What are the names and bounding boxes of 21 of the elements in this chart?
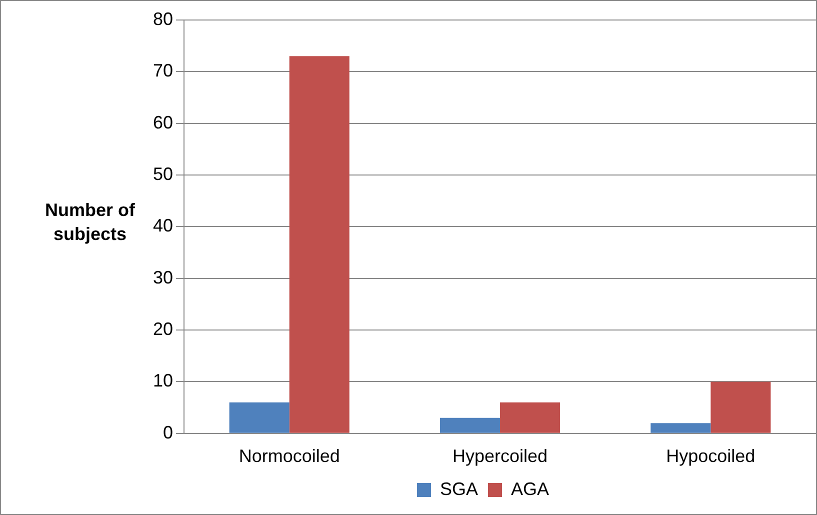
legend-label: AGA <box>511 478 550 499</box>
y-axis-title: Number of subjects <box>45 200 135 244</box>
x-tick-label: Hypocoiled <box>666 446 756 466</box>
y-tick-label: 80 <box>152 8 174 29</box>
bar <box>650 423 711 433</box>
y-tick-label: 10 <box>152 370 174 391</box>
bar <box>710 382 771 433</box>
bar <box>229 402 290 433</box>
bar <box>440 418 500 433</box>
y-tick-label: 0 <box>163 422 174 442</box>
y-tick-label: 60 <box>152 112 174 132</box>
legend-label: SGA <box>440 478 478 499</box>
bar <box>500 402 560 433</box>
x-tick-label: Normocoiled <box>238 446 340 466</box>
x-tick-label: Hypercoiled <box>452 446 548 466</box>
y-tick-label: 30 <box>152 267 174 288</box>
y-tick-label: 70 <box>152 60 174 81</box>
y-tick-label: 20 <box>152 319 174 340</box>
y-tick-label: 50 <box>152 164 174 184</box>
bar <box>289 56 350 433</box>
y-tick-label: 40 <box>152 216 174 236</box>
